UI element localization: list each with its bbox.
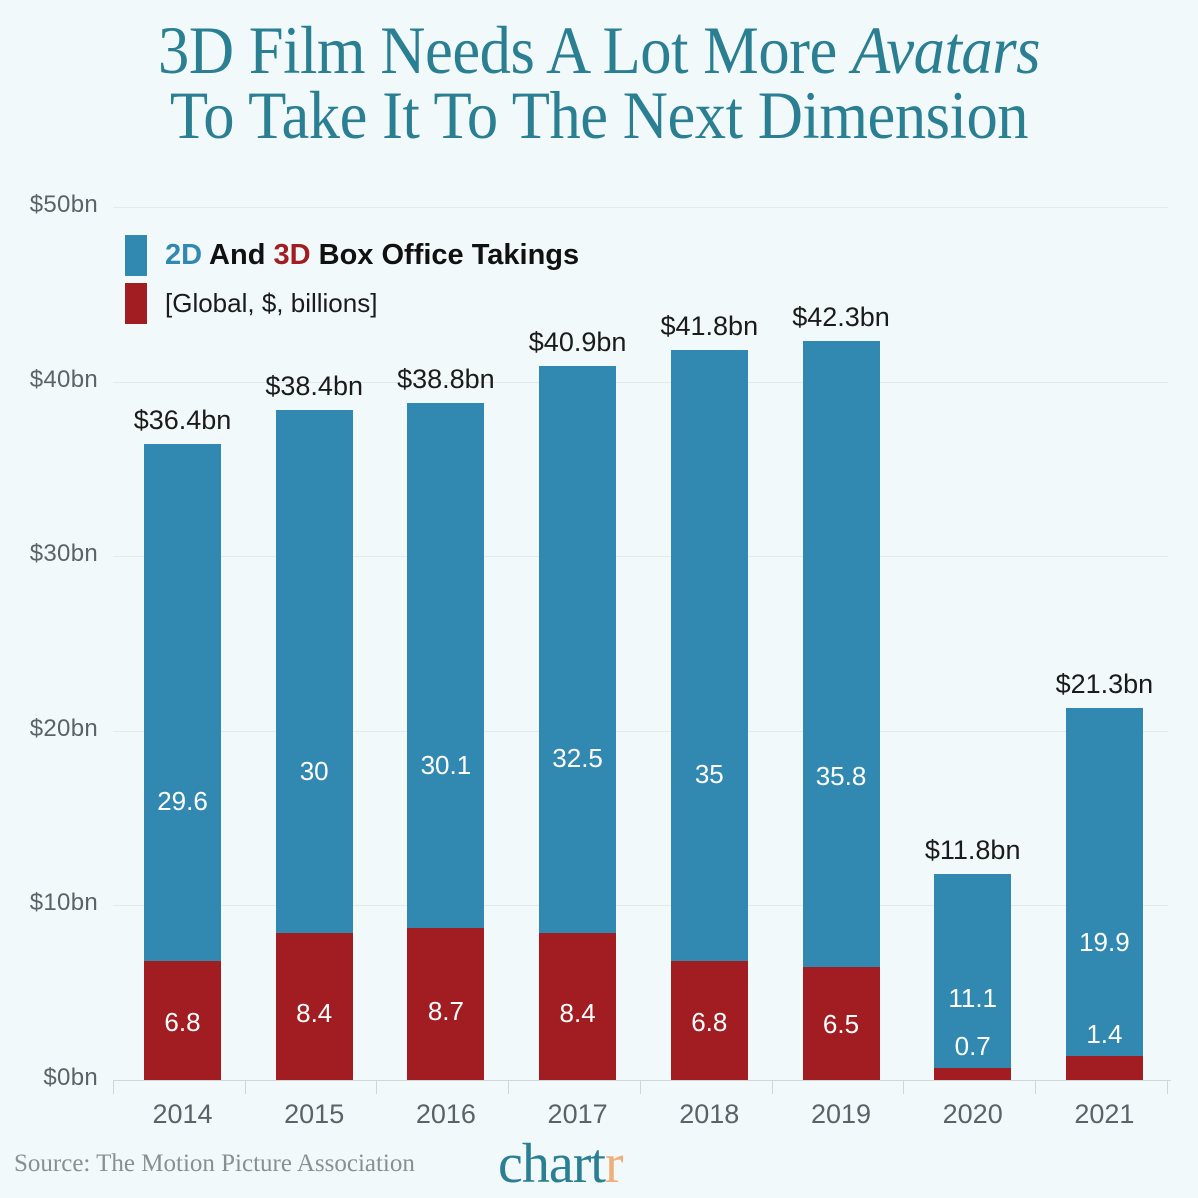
legend-label-main: 2D And 3D Box Office Takings: [165, 239, 579, 272]
bar-value-label-3d: 6.5: [822, 1009, 860, 1040]
bar-segment-3d[interactable]: [1065, 1055, 1143, 1080]
bar-value-label-2d: 11.1: [948, 982, 998, 1013]
chart-legend: 2D And 3D Box Office Takings [Global, $,…: [125, 231, 579, 327]
x-axis-tick: [113, 1081, 114, 1094]
page-title: 3D Film Needs A Lot More Avatars To Take…: [0, 16, 1198, 154]
bar-segment-3d[interactable]: [275, 933, 353, 1080]
legend-label-and: And: [202, 238, 274, 271]
x-axis-tick: [1166, 1081, 1168, 1094]
bar-value-label-2d: 30: [299, 755, 329, 786]
bar-segment-3d[interactable]: [539, 933, 617, 1080]
title-line-1-italic: Avatars: [852, 12, 1040, 88]
bar-value-label-3d: 8.4: [296, 997, 333, 1028]
x-axis-tick: [376, 1081, 378, 1094]
x-axis-tick: [639, 1081, 641, 1094]
bar-value-label-2d: 35.8: [815, 760, 867, 791]
bar-segment-2d[interactable]: [144, 444, 221, 962]
gridline: [113, 207, 1168, 208]
legend-label-rest: Box Office Takings: [310, 238, 580, 271]
bar-total-label: $38.8bn: [397, 363, 495, 394]
bar-total-label: $40.9bn: [528, 326, 627, 357]
x-axis-tick: [903, 1081, 905, 1094]
chartr-logo: chartr: [498, 1132, 624, 1196]
x-axis-label-2015: 2015: [284, 1099, 345, 1129]
bar-group[interactable]: 19.9 1.4 $21.3bn: [1056, 669, 1153, 1080]
bar-segment-2d[interactable]: [275, 409, 353, 934]
gridline: [113, 730, 1168, 732]
x-axis-label-2019: 2019: [810, 1099, 872, 1129]
title-line-2: To Take It To The Next Dimension: [169, 77, 1029, 154]
source-note: Source: The Motion Picture Association: [14, 1150, 415, 1177]
x-axis-label-2017: 2017: [547, 1099, 608, 1129]
gridline: [113, 905, 1168, 907]
title-line-1-text: 3D Film Needs A Lot More: [158, 12, 853, 88]
bar-group[interactable]: 35 6.8 $41.8bn: [660, 311, 758, 1080]
bar-group[interactable]: 29.6 6.8 $36.4bn: [134, 405, 231, 1080]
y-axis-tick-label: $30bn: [29, 540, 98, 568]
legend-row-3d: [Global, $, billions]: [125, 279, 579, 327]
x-axis-tick: [508, 1081, 510, 1094]
legend-swatch-3d-icon: [125, 282, 147, 324]
bar-segment-3d[interactable]: [670, 961, 748, 1080]
x-axis-tick: [1034, 1081, 1036, 1094]
x-axis-tick: [771, 1081, 773, 1094]
bar-value-label-3d: 8.7: [427, 995, 464, 1026]
bar-segment-2d[interactable]: [407, 402, 485, 929]
legend-label-2d: 2D: [165, 238, 203, 271]
x-axis-label-2016: 2016: [415, 1099, 476, 1129]
bar-total-label: $11.8bn: [924, 834, 1021, 865]
bar-value-label-2d: 30.1: [420, 749, 472, 780]
bar-group[interactable]: 30 8.4 $38.4bn: [265, 371, 363, 1080]
y-axis-tick-label: $40bn: [29, 365, 98, 393]
bar-total-label: $42.3bn: [792, 302, 890, 333]
x-axis-label-2018: 2018: [679, 1099, 740, 1129]
bar-group[interactable]: 35.8 6.5 $42.3bn: [792, 302, 890, 1080]
bar-value-label-3d: 1.4: [1086, 1018, 1123, 1049]
bar-value-label-3d: 8.4: [559, 997, 596, 1028]
bar-segment-3d[interactable]: [407, 928, 485, 1080]
bar-segment-2d[interactable]: [1065, 708, 1143, 1056]
bar-value-label-2d: 32.5: [552, 743, 603, 774]
x-axis-label-2021: 2021: [1074, 1099, 1135, 1129]
x-axis-label-2014: 2014: [152, 1099, 213, 1129]
bar-segment-2d[interactable]: [934, 873, 1012, 1068]
bar-value-label-3d: 6.8: [691, 1007, 728, 1038]
y-axis-tick-label: $20bn: [29, 714, 98, 742]
bar-value-label-3d: 6.8: [164, 1007, 201, 1038]
bar-value-label-2d: 19.9: [1079, 927, 1130, 958]
plot-area: 29.6 6.8 $36.4bn 30 8.4 $38.4bn 30.1 8.7 $38.8bn…: [113, 207, 1168, 1081]
x-axis-line: [113, 1080, 1171, 1081]
title-line-1: 3D Film Needs A Lot More Avatars: [48, 16, 1150, 84]
y-axis-tick-label: $50bn: [29, 191, 98, 218]
gridline: [113, 381, 1168, 383]
logo-text-r: r: [604, 1133, 624, 1195]
bar-segment-3d[interactable]: [144, 961, 221, 1080]
bar-group[interactable]: 30.1 8.7 $38.8bn: [397, 364, 495, 1080]
legend-label-3d: 3D: [273, 238, 311, 271]
bar-total-label: $21.3bn: [1055, 669, 1154, 700]
y-axis-tick-label: $0bn: [43, 1064, 98, 1091]
bar-total-label: $36.4bn: [133, 405, 232, 436]
bar-segment-3d[interactable]: [934, 1067, 1012, 1080]
bar-value-label-2d: 29.6: [157, 785, 208, 816]
bar-segment-3d[interactable]: [802, 966, 880, 1080]
legend-swatch-2d-icon: [125, 234, 147, 276]
bar-value-label-2d: 35: [694, 759, 724, 790]
x-axis-label-2020: 2020: [942, 1099, 1003, 1129]
bar-group[interactable]: 11.1 0.7 $11.8bn: [925, 835, 1020, 1080]
bar-segment-2d[interactable]: [539, 365, 617, 934]
bar-segment-2d[interactable]: [670, 350, 748, 962]
y-axis-tick-label: $10bn: [29, 889, 98, 917]
bar-value-label-3d: 0.7: [954, 1030, 991, 1061]
bar-total-label: $38.4bn: [265, 370, 363, 401]
x-axis-tick: [244, 1081, 246, 1094]
legend-units-label: [Global, $, billions]: [165, 287, 378, 318]
logo-text-chart: chart: [498, 1133, 606, 1195]
bar-group[interactable]: 32.5 8.4 $40.9bn: [529, 327, 626, 1080]
bar-segment-2d[interactable]: [802, 341, 880, 967]
bar-total-label: $41.8bn: [660, 311, 759, 342]
legend-row-2d: 2D And 3D Box Office Takings: [125, 231, 579, 279]
gridline: [113, 556, 1168, 558]
